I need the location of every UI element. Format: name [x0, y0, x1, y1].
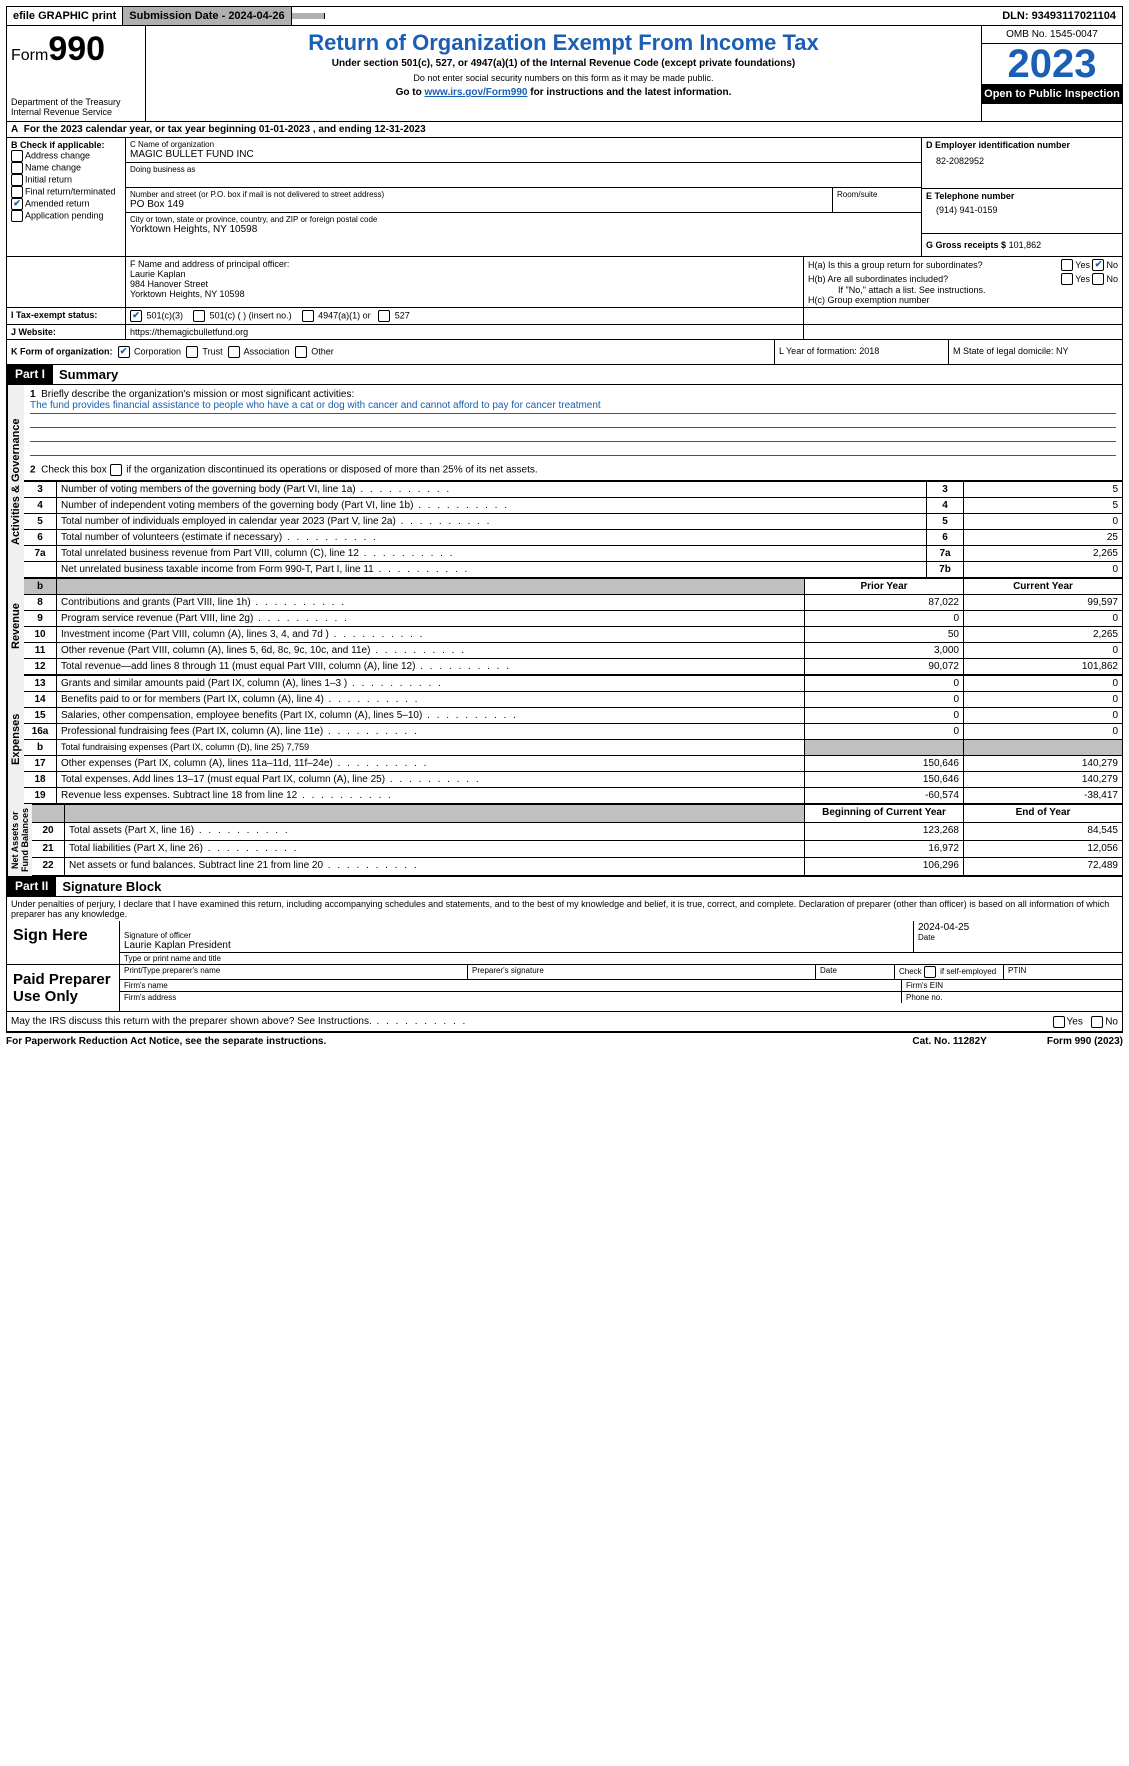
box-h: H(a) Is this a group return for subordin… — [804, 257, 1122, 307]
revenue-table: bPrior YearCurrent Year8Contributions an… — [24, 578, 1122, 675]
state-domicile: M State of legal domicile: NY — [949, 340, 1122, 364]
part1-header-row: Part I Summary — [6, 365, 1123, 385]
assoc-checkbox[interactable] — [228, 346, 240, 358]
ha-yes-checkbox[interactable] — [1061, 259, 1073, 271]
form-org-row: K Form of organization: Corporation Trus… — [6, 340, 1123, 365]
box-d-e-g: D Employer identification number 82-2082… — [922, 138, 1122, 256]
501c3-checkbox[interactable] — [130, 310, 142, 322]
open-public-label: Open to Public Inspection — [982, 84, 1122, 104]
part2-header-row: Part II Signature Block — [6, 877, 1123, 897]
initial-return-checkbox[interactable] — [11, 174, 23, 186]
entity-block: B Check if applicable: Address change Na… — [6, 138, 1123, 257]
expenses-section: Expenses 13Grants and similar amounts pa… — [6, 675, 1123, 804]
website-url: https://themagicbulletfund.org — [126, 325, 804, 339]
signature-date: 2024-04-25 — [918, 922, 969, 933]
officer-signature: Laurie Kaplan President — [124, 940, 231, 951]
box-f: F Name and address of principal officer:… — [126, 257, 804, 307]
expenses-table: 13Grants and similar amounts paid (Part … — [24, 675, 1122, 804]
city-state-zip: Yorktown Heights, NY 10598 — [130, 224, 917, 235]
catalog-number: Cat. No. 11282Y — [912, 1036, 986, 1047]
header-left: Form990 Department of the Treasury Inter… — [7, 26, 146, 121]
ein: 82-2082952 — [936, 156, 1118, 166]
corp-checkbox[interactable] — [118, 346, 130, 358]
hb-yes-checkbox[interactable] — [1061, 273, 1073, 285]
vlabel-revenue: Revenue — [7, 578, 24, 675]
vlabel-governance: Activities & Governance — [7, 385, 24, 578]
header-center: Return of Organization Exempt From Incom… — [146, 26, 981, 121]
irs-link[interactable]: www.irs.gov/Form990 — [424, 87, 527, 98]
box-b: B Check if applicable: Address change Na… — [7, 138, 126, 256]
4947-checkbox[interactable] — [302, 310, 314, 322]
revenue-section: Revenue bPrior YearCurrent Year8Contribu… — [6, 578, 1123, 675]
addr-change-checkbox[interactable] — [11, 150, 23, 162]
officer-name: Laurie Kaplan — [130, 269, 799, 279]
trust-checkbox[interactable] — [186, 346, 198, 358]
netassets-section: Net Assets orFund Balances Beginning of … — [6, 804, 1123, 877]
part2-label: Part II — [7, 877, 56, 896]
period-a: A For the 2023 calendar year, or tax yea… — [6, 122, 1123, 138]
dept-label: Department of the Treasury Internal Reve… — [11, 97, 141, 117]
header-right: OMB No. 1545-0047 2023 Open to Public In… — [981, 26, 1122, 121]
501c-checkbox[interactable] — [193, 310, 205, 322]
sign-here-label: Sign Here — [7, 921, 120, 964]
box-c: C Name of organization MAGIC BULLET FUND… — [126, 138, 922, 256]
irs-yes-checkbox[interactable] — [1053, 1016, 1065, 1028]
mission-text: The fund provides financial assistance t… — [30, 400, 1116, 414]
form-title: Return of Organization Exempt From Incom… — [152, 30, 975, 56]
website-row: J Website: https://themagicbulletfund.or… — [6, 325, 1123, 340]
dln: DLN: 93493117021104 — [996, 7, 1122, 25]
efile-label: efile GRAPHIC print — [7, 7, 123, 25]
irs-discuss-row: May the IRS discuss this return with the… — [6, 1012, 1123, 1032]
final-return-checkbox[interactable] — [11, 186, 23, 198]
app-pending-checkbox[interactable] — [11, 210, 23, 222]
ha-no-checkbox[interactable] — [1092, 259, 1104, 271]
vlabel-netassets: Net Assets orFund Balances — [7, 804, 32, 876]
amended-return-checkbox[interactable] — [11, 198, 23, 210]
name-change-checkbox[interactable] — [11, 162, 23, 174]
officer-group-block: F Name and address of principal officer:… — [6, 257, 1123, 308]
gross-receipts: 101,862 — [1009, 240, 1042, 250]
vlabel-expenses: Expenses — [7, 675, 24, 804]
blank-button[interactable] — [292, 13, 325, 19]
discontinued-checkbox[interactable] — [110, 464, 122, 476]
year-formation: L Year of formation: 2018 — [775, 340, 949, 364]
part1-body: Activities & Governance 1 Briefly descri… — [6, 385, 1123, 578]
paid-preparer-label: Paid Preparer Use Only — [7, 965, 120, 1011]
self-employed-checkbox[interactable] — [924, 966, 936, 978]
527-checkbox[interactable] — [378, 310, 390, 322]
governance-table: 3Number of voting members of the governi… — [24, 481, 1122, 578]
other-checkbox[interactable] — [295, 346, 307, 358]
netassets-table: Beginning of Current YearEnd of Year20To… — [32, 804, 1122, 876]
hb-no-checkbox[interactable] — [1092, 273, 1104, 285]
tax-status-row: I Tax-exempt status: 501(c)(3) 501(c) ( … — [6, 308, 1123, 325]
submission-date-button[interactable]: Submission Date - 2024-04-26 — [123, 7, 291, 25]
tax-year: 2023 — [982, 44, 1122, 84]
irs-no-checkbox[interactable] — [1091, 1016, 1103, 1028]
org-name: MAGIC BULLET FUND INC — [130, 149, 917, 160]
perjury-declaration: Under penalties of perjury, I declare th… — [6, 897, 1123, 921]
top-bar: efile GRAPHIC print Submission Date - 20… — [6, 6, 1123, 26]
form-header: Form990 Department of the Treasury Inter… — [6, 26, 1123, 122]
phone: (914) 941-0159 — [936, 205, 1118, 215]
signature-block: Sign Here Signature of officerLaurie Kap… — [6, 921, 1123, 1012]
part1-label: Part I — [7, 365, 53, 384]
pra-notice: For Paperwork Reduction Act Notice, see … — [6, 1036, 326, 1047]
page-footer: For Paperwork Reduction Act Notice, see … — [6, 1032, 1123, 1050]
street-address: PO Box 149 — [130, 199, 828, 210]
